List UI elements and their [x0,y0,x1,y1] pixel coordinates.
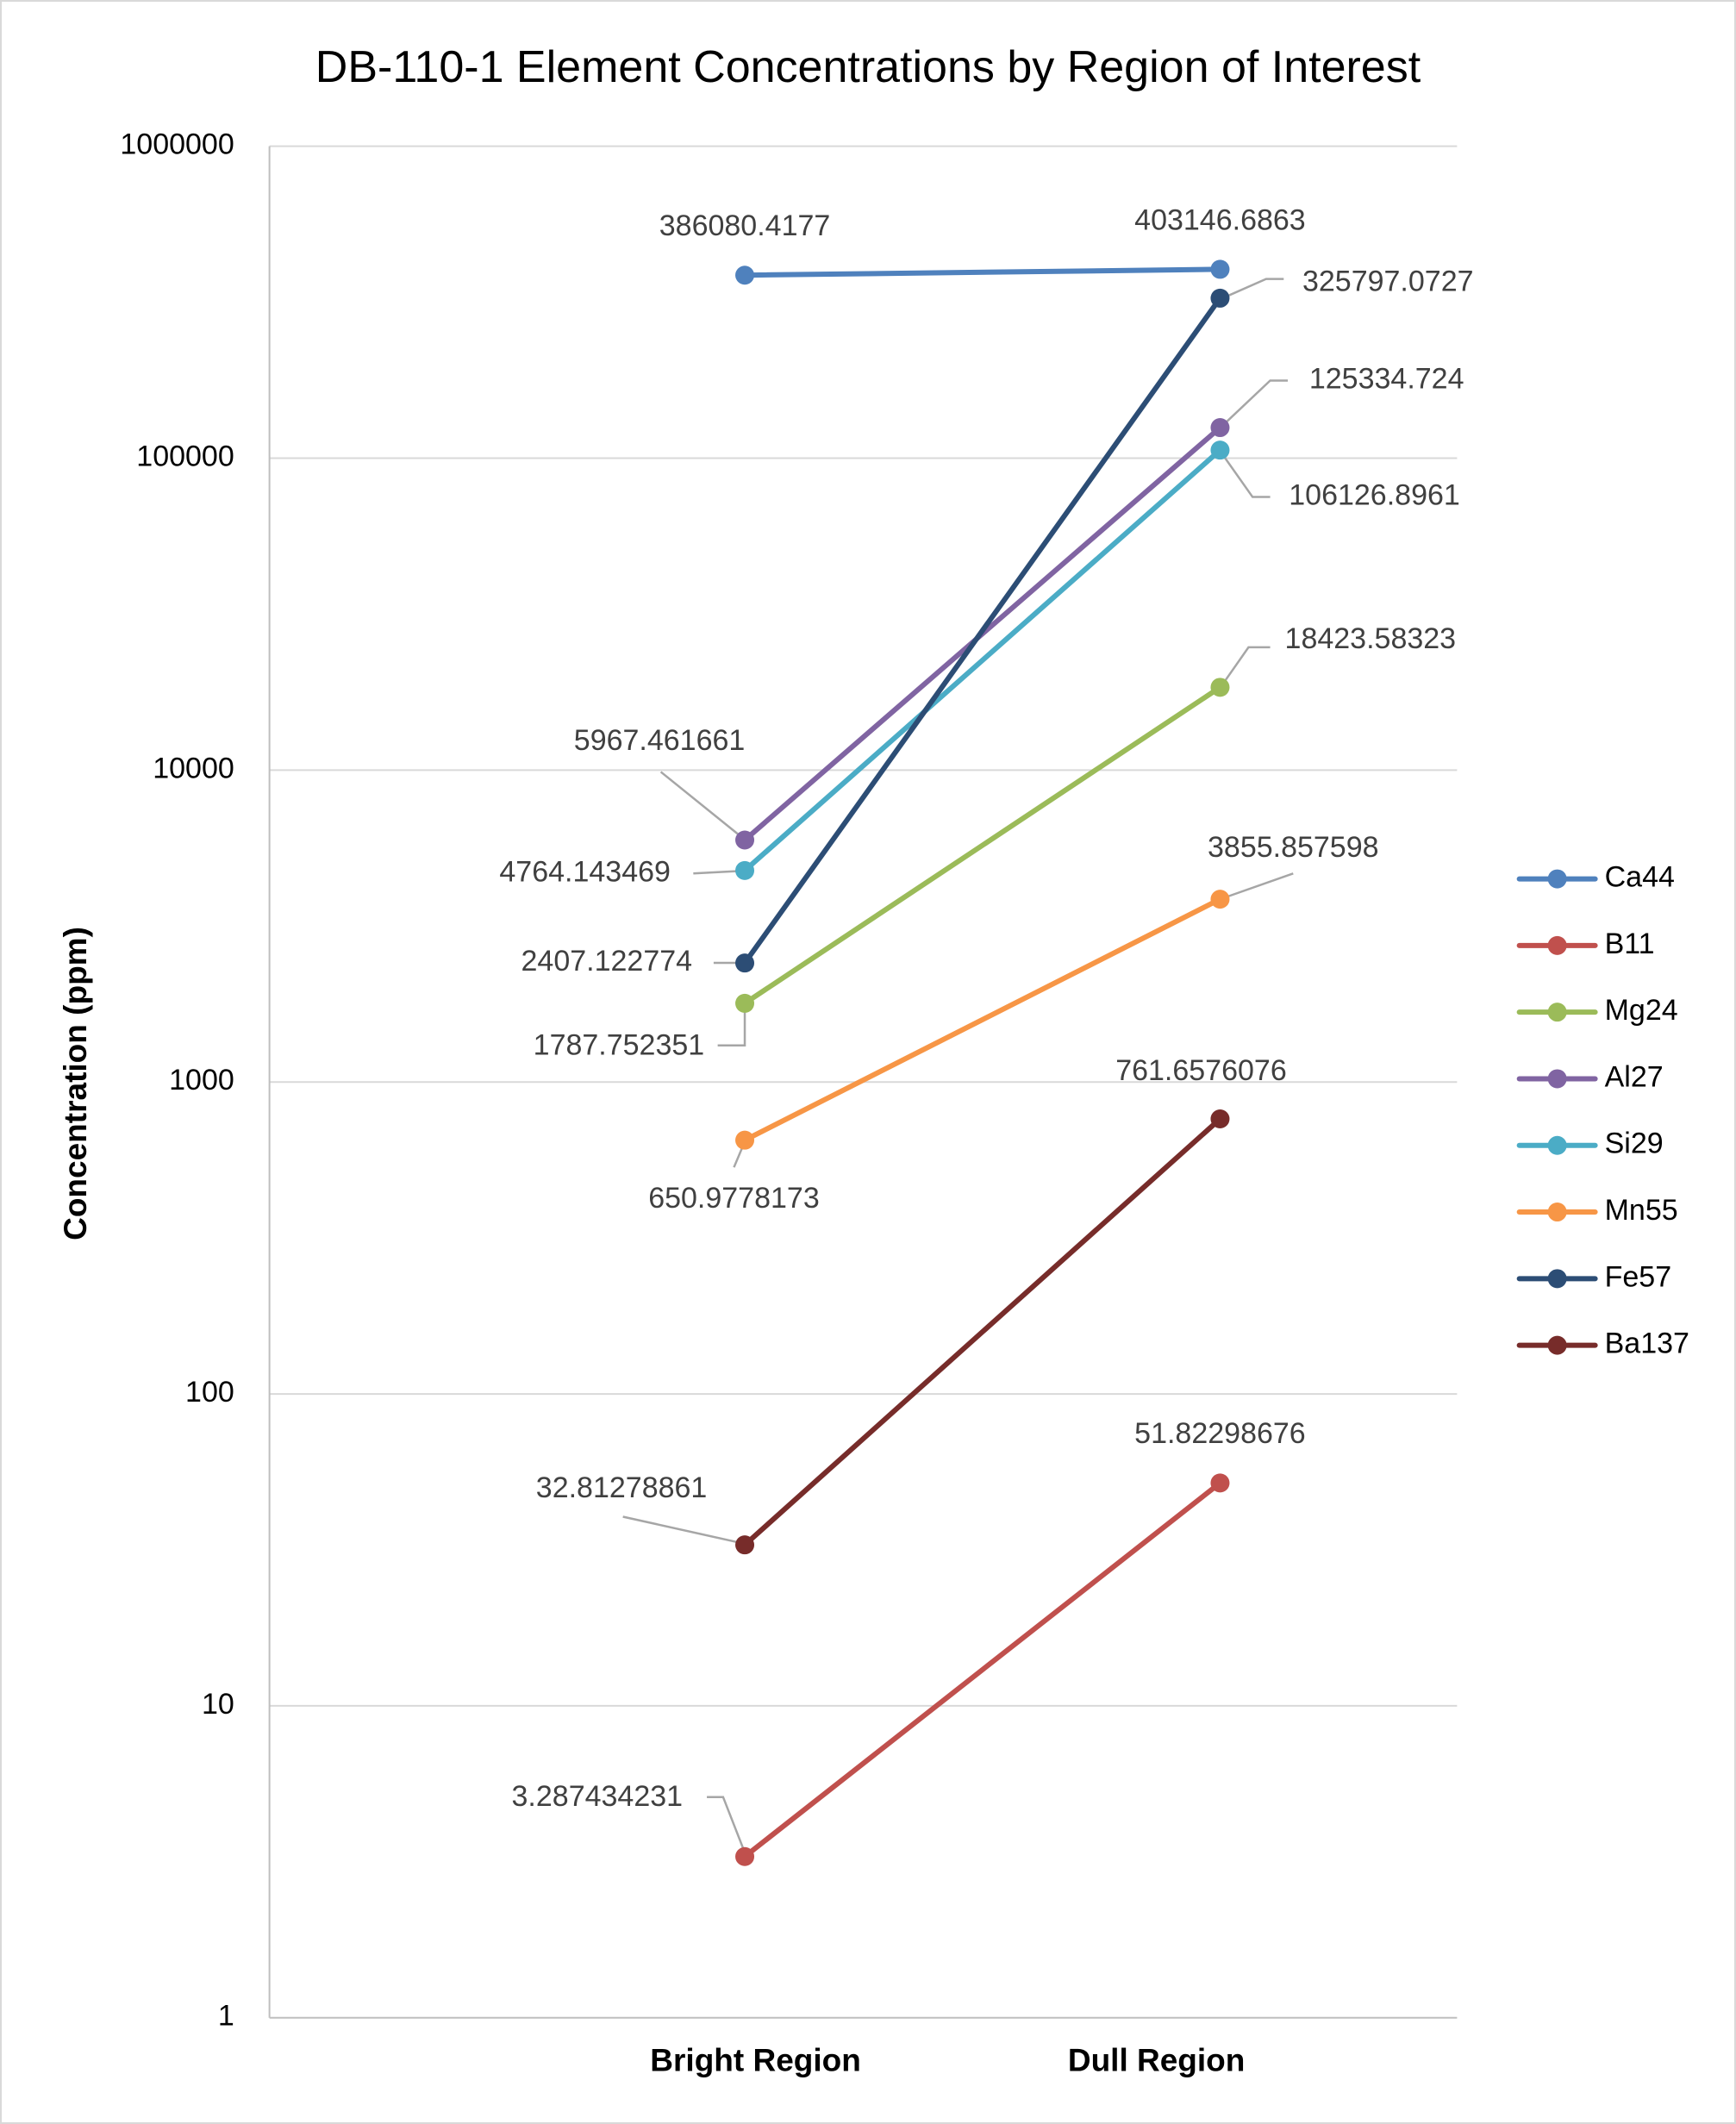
x-tick-label: Bright Region [650,2042,861,2077]
data-label: 32.81278861 [536,1471,708,1504]
series-line-si29 [742,447,1223,873]
data-point [1210,440,1230,460]
data-point [735,993,755,1013]
legend-label: Al27 [1605,1060,1664,1093]
y-tick-label: 100 [185,1376,234,1409]
legend-label: Mg24 [1605,994,1678,1027]
legend-marker [1547,1003,1567,1022]
data-point [1210,259,1230,279]
legend-marker [1547,869,1567,889]
leader-line [1219,379,1289,429]
legend-label: Si29 [1605,1128,1664,1160]
data-point [735,266,755,285]
data-point [735,1535,755,1555]
data-point [1210,890,1230,909]
data-label: 3.287434231 [512,1780,684,1813]
data-point [735,953,755,973]
data-label: 386080.4177 [659,209,831,242]
series-line-b11 [742,1480,1223,1859]
data-point [735,830,755,850]
leader-line [1219,450,1271,498]
data-label: 125334.724 [1309,362,1464,395]
legend-label: Ba137 [1605,1328,1689,1360]
x-tick-label: Dull Region [1068,2042,1246,2077]
legend-marker [1547,1069,1567,1089]
y-tick-label: 100000 [136,440,234,473]
data-label: 106126.8961 [1289,479,1460,512]
chart-title: DB-110-1 Element Concentrations by Regio… [315,42,1421,92]
y-tick-label: 10 [202,1688,234,1721]
data-label: 18423.58323 [1285,622,1457,655]
series-line-mn55 [742,896,1223,1143]
y-tick-label: 1 [218,2000,234,2033]
data-label: 761.6576076 [1115,1054,1287,1087]
data-label: 650.9778173 [648,1182,820,1215]
leader-line [717,1009,746,1047]
series-line-ba137 [742,1116,1223,1548]
y-axis-label: Concentration (ppm) [58,927,93,1240]
legend-marker [1547,1203,1567,1222]
data-point [735,1846,755,1866]
series-line-ca44 [742,266,1223,278]
legend-marker [1547,935,1567,955]
data-point [1210,1473,1230,1493]
data-label: 325797.0727 [1302,265,1474,297]
leader-line [1220,872,1294,901]
leader-line [1219,278,1284,301]
y-tick-label: 1000000 [120,128,234,161]
leader-line [659,771,746,840]
data-label: 403146.6863 [1134,204,1306,237]
y-tick-label: 1000 [169,1064,234,1096]
leader-line [622,1515,746,1546]
data-point [735,860,755,880]
series-line-fe57 [742,295,1223,966]
data-point [1210,678,1230,697]
data-label: 1787.752351 [534,1028,705,1061]
data-point [735,1130,755,1150]
y-tick-label: 10000 [153,752,234,784]
data-point [1210,288,1230,308]
series-line-mg24 [742,684,1223,1006]
data-point [1210,418,1230,438]
legend-label: Mn55 [1605,1194,1678,1227]
data-label: 5967.461661 [574,724,746,757]
legend-marker [1547,1135,1567,1155]
legend-marker [1547,1335,1567,1355]
data-label: 3855.857598 [1208,831,1379,864]
legend-label: Ca44 [1605,861,1675,894]
legend-marker [1547,1269,1567,1289]
legend-label: Fe57 [1605,1260,1672,1293]
data-point [1210,1109,1230,1129]
data-label: 4764.143469 [499,855,671,888]
legend-label: B11 [1605,928,1655,960]
data-label: 51.82298676 [1134,1417,1306,1450]
leader-line [1219,646,1271,689]
leader-line [707,1796,746,1853]
data-label: 2407.122774 [521,945,693,978]
